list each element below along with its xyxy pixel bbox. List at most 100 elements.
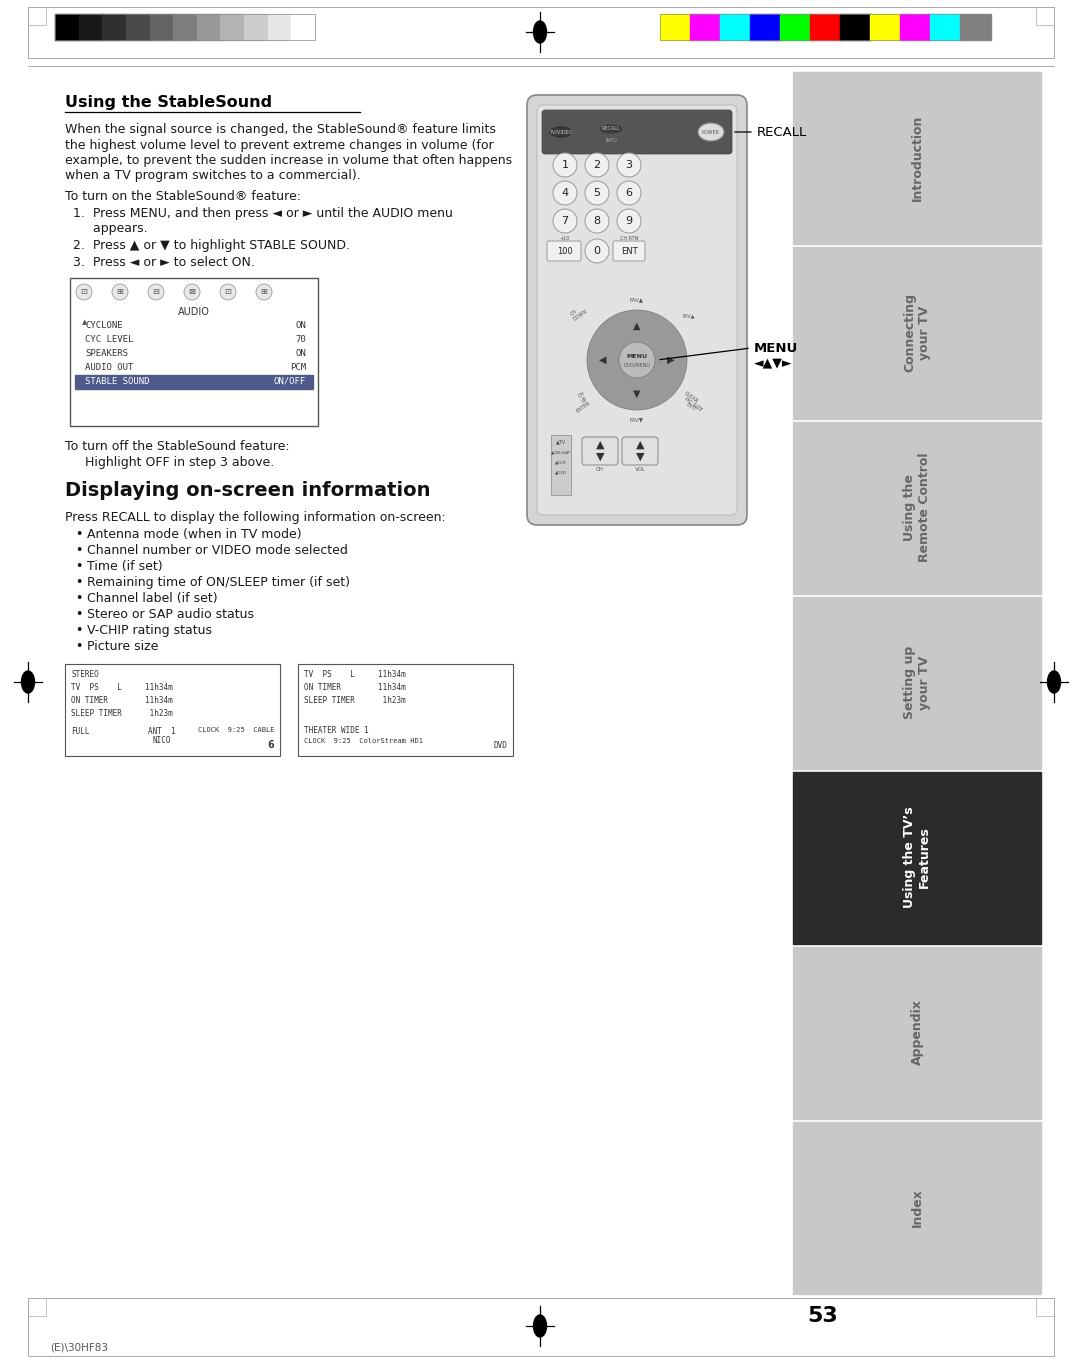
Bar	[551, 435, 571, 495]
Text: SLEEP TIMER      1h23m: SLEEP TIMER 1h23m	[303, 696, 406, 705]
Text: CYCLONE: CYCLONE	[85, 321, 123, 330]
Text: V-CHIP rating status: V-CHIP rating status	[87, 623, 212, 637]
FancyBboxPatch shape	[622, 436, 658, 465]
Circle shape	[617, 181, 642, 205]
Text: ▼: ▼	[633, 389, 640, 400]
Text: ▲: ▲	[636, 441, 645, 450]
Bar	[1036, 7, 1054, 25]
Bar	[79, 14, 103, 40]
Text: INFO: INFO	[605, 138, 617, 143]
FancyBboxPatch shape	[613, 241, 645, 261]
Circle shape	[184, 284, 200, 300]
Bar	[660, 14, 690, 40]
Text: ON/OFF: ON/OFF	[273, 376, 306, 386]
Text: CH RTN: CH RTN	[620, 236, 638, 241]
Text: Stereo or SAP audio status: Stereo or SAP audio status	[87, 608, 254, 621]
Text: ⊟: ⊟	[152, 288, 160, 296]
Bar	[660, 14, 990, 40]
Text: 70: 70	[295, 336, 306, 344]
Text: SLEEP TIMER      1h23m: SLEEP TIMER 1h23m	[71, 709, 173, 717]
Bar	[793, 71, 1041, 244]
Bar	[126, 14, 150, 40]
Circle shape	[553, 181, 577, 205]
Bar	[793, 596, 1041, 768]
Circle shape	[76, 284, 92, 300]
Text: 6: 6	[267, 741, 274, 750]
Text: ⊠: ⊠	[189, 288, 195, 296]
Text: TV  PS    L     11h34m: TV PS L 11h34m	[303, 670, 406, 679]
FancyBboxPatch shape	[542, 110, 732, 154]
Text: To turn off the StableSound feature:: To turn off the StableSound feature:	[65, 441, 289, 453]
Bar	[793, 421, 1041, 593]
Text: Using the
Remote Control: Using the Remote Control	[903, 453, 931, 562]
Text: ▶: ▶	[667, 355, 675, 366]
Text: Connecting
your TV: Connecting your TV	[903, 293, 931, 372]
Text: STABLE SOUND: STABLE SOUND	[85, 376, 149, 386]
Text: •: •	[75, 576, 82, 589]
Bar	[960, 14, 990, 40]
Text: MENU: MENU	[754, 341, 798, 355]
Text: 5: 5	[594, 188, 600, 198]
Bar	[930, 14, 960, 40]
Text: ▲VCR: ▲VCR	[555, 461, 567, 465]
Bar	[810, 14, 840, 40]
Text: ON: ON	[295, 349, 306, 357]
Text: 100: 100	[557, 247, 572, 255]
Text: AUDIO: AUDIO	[178, 307, 210, 316]
Ellipse shape	[698, 123, 724, 140]
Text: •: •	[75, 561, 82, 573]
Text: ENT: ENT	[621, 247, 637, 255]
Circle shape	[148, 284, 164, 300]
Text: VOL: VOL	[635, 466, 646, 472]
Text: CLOCK  9:25  CABLE: CLOCK 9:25 CABLE	[198, 727, 274, 732]
Text: appears.: appears.	[65, 222, 148, 235]
Bar	[28, 7, 46, 25]
Text: STEREO: STEREO	[71, 670, 98, 679]
Bar	[197, 14, 221, 40]
Ellipse shape	[534, 20, 546, 44]
Bar	[75, 375, 313, 389]
Text: FULL: FULL	[71, 727, 90, 737]
Circle shape	[553, 153, 577, 177]
Text: ENTER: ENTER	[575, 400, 591, 413]
Text: 2: 2	[593, 160, 600, 170]
Text: 8: 8	[593, 216, 600, 226]
Text: Channel number or VIDEO mode selected: Channel number or VIDEO mode selected	[87, 544, 348, 557]
Bar	[900, 14, 931, 40]
Text: •: •	[75, 528, 82, 542]
Ellipse shape	[550, 127, 572, 136]
Text: CLOCK  9:25  ColorStream HD1: CLOCK 9:25 ColorStream HD1	[303, 738, 423, 743]
Circle shape	[585, 181, 609, 205]
Text: Highlight OFF in step 3 above.: Highlight OFF in step 3 above.	[85, 456, 274, 469]
Text: 4: 4	[562, 188, 568, 198]
Text: •: •	[75, 623, 82, 637]
Text: ⊡: ⊡	[225, 288, 231, 296]
Text: AUDIO OUT: AUDIO OUT	[85, 363, 133, 372]
Bar	[103, 14, 126, 40]
Text: RECALL: RECALL	[602, 127, 620, 131]
Text: 6: 6	[625, 188, 633, 198]
Bar	[268, 14, 292, 40]
Text: ▲: ▲	[596, 441, 604, 450]
Text: Remaining time of ON/SLEEP timer (if set): Remaining time of ON/SLEEP timer (if set…	[87, 576, 350, 589]
Ellipse shape	[22, 671, 35, 693]
FancyBboxPatch shape	[582, 436, 618, 465]
Bar	[55, 14, 315, 40]
Text: Picture size: Picture size	[87, 640, 159, 653]
Text: Antenna mode (when in TV mode): Antenna mode (when in TV mode)	[87, 528, 301, 542]
Text: when a TV program switches to a commercial).: when a TV program switches to a commerci…	[65, 169, 361, 183]
Text: the highest volume level to prevent extreme changes in volume (for: the highest volume level to prevent extr…	[65, 139, 494, 151]
Text: Channel label (if set): Channel label (if set)	[87, 592, 218, 606]
Text: •: •	[75, 608, 82, 621]
Text: Displaying on-screen information: Displaying on-screen information	[65, 481, 431, 501]
Text: +10: +10	[559, 236, 570, 241]
Text: •: •	[75, 544, 82, 557]
Text: Time (if set): Time (if set)	[87, 561, 163, 573]
Text: ▲DVD: ▲DVD	[555, 471, 567, 475]
Text: 2.  Press ▲ or ▼ to highlight STABLE SOUND.: 2. Press ▲ or ▼ to highlight STABLE SOUN…	[65, 239, 350, 252]
Text: 7: 7	[562, 216, 568, 226]
Circle shape	[256, 284, 272, 300]
Text: 1: 1	[562, 160, 568, 170]
Bar	[244, 14, 268, 40]
Text: Introduction: Introduction	[910, 115, 923, 201]
